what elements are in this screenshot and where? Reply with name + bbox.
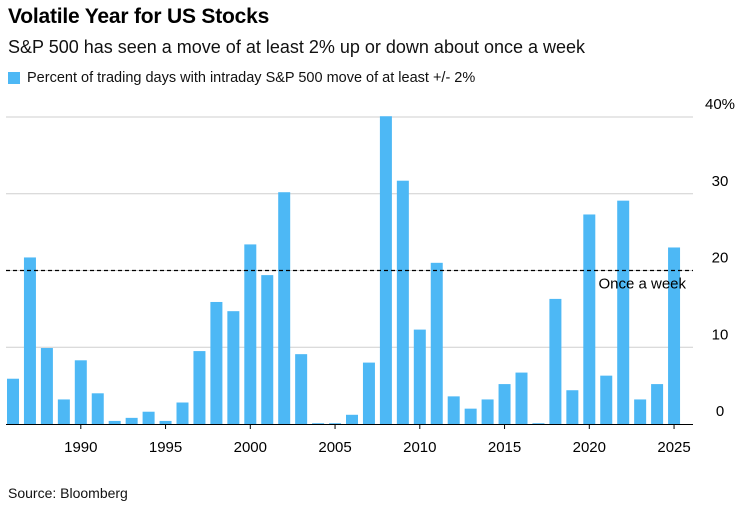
bar-1991: [91, 393, 104, 424]
bar-2000: [244, 244, 257, 424]
bar-2018: [549, 298, 562, 424]
bar-2001: [261, 275, 274, 424]
bar-2003: [295, 354, 308, 424]
x-tick-label-2025: 2025: [657, 439, 690, 456]
x-tick-label-2020: 2020: [573, 439, 606, 456]
chart-title: Volatile Year for US Stocks: [8, 5, 270, 28]
bar-2011: [430, 262, 443, 424]
bar-1997: [193, 351, 206, 424]
bar-2006: [346, 414, 358, 424]
bar-2002: [278, 192, 291, 424]
bar-2019: [566, 390, 579, 424]
bar-2024: [651, 384, 664, 424]
bar-2007: [362, 362, 375, 424]
bar-2005: [329, 423, 342, 424]
bar-1993: [125, 417, 138, 424]
bar-1988: [40, 348, 53, 424]
legend-label: Percent of trading days with intraday S&…: [27, 70, 476, 86]
bar-1996: [176, 402, 189, 424]
bar-1994: [142, 411, 155, 424]
y-tick-label-30: 30: [712, 173, 729, 190]
legend: Percent of trading days with intraday S&…: [8, 70, 475, 86]
bar-1995: [159, 420, 172, 424]
bar-2013: [464, 408, 477, 424]
y-tick-label-0: 0: [716, 403, 724, 420]
bar-2009: [396, 180, 409, 424]
x-tick-label-1995: 1995: [149, 439, 182, 456]
bars: [7, 116, 681, 424]
legend-swatch: [8, 72, 20, 84]
x-tick-label-1990: 1990: [64, 439, 97, 456]
x-tick-label-2000: 2000: [234, 439, 267, 456]
bar-2022: [617, 200, 630, 424]
bar-2025: [668, 247, 681, 424]
bar-2015: [498, 384, 511, 424]
x-tick-label-2015: 2015: [488, 439, 521, 456]
bar-2017: [532, 423, 545, 424]
bar-1998: [210, 301, 223, 424]
bar-2021: [600, 375, 613, 424]
bar-2023: [634, 399, 647, 424]
bar-1990: [74, 360, 87, 424]
bar-1989: [57, 399, 70, 424]
bar-2010: [413, 329, 426, 424]
axes: 0 10 20 30 40% 1990 1995 2000 2005 2010 2015 2020 20…: [6, 96, 735, 456]
y-tick-label-10: 10: [712, 326, 729, 343]
chart-subtitle: S&P 500 has seen a move of at least 2% u…: [8, 37, 586, 57]
annotations: Once a week: [6, 269, 693, 293]
bar-2020: [583, 214, 596, 424]
bar-2014: [481, 399, 494, 424]
bar-1999: [227, 311, 240, 424]
y-tick-label-40: 40%: [705, 96, 735, 113]
source-note: Source: Bloomberg: [8, 485, 128, 501]
x-tick-label-2010: 2010: [403, 439, 436, 456]
bar-2016: [515, 372, 528, 424]
bar-1987: [23, 257, 36, 424]
y-tick-label-20: 20: [712, 250, 729, 267]
bar-2012: [447, 396, 460, 424]
bar-2004: [312, 423, 325, 424]
x-tick-label-2005: 2005: [318, 439, 351, 456]
bar-1986: [7, 378, 19, 424]
reference-line-label: Once a week: [598, 276, 686, 293]
bar-1992: [108, 420, 121, 424]
